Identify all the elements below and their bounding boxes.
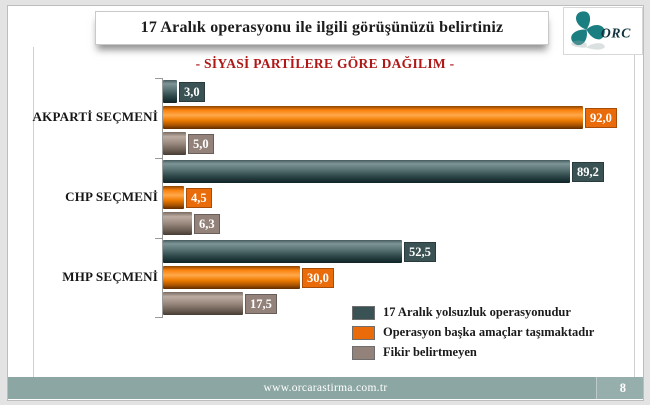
value-chip: 17,5: [245, 294, 277, 314]
value-chip: 3,0: [179, 82, 205, 102]
value-chip: 92,0: [585, 108, 617, 128]
value-chip: 52,5: [404, 242, 436, 262]
value-chip: 89,2: [572, 162, 604, 182]
value-chip: 6,3: [194, 214, 220, 234]
chart-subtitle: - SİYASİ PARTİLERE GÖRE DAĞILIM -: [195, 56, 455, 71]
legend-swatch-tan: [352, 345, 375, 360]
page-number: 8: [619, 380, 626, 395]
axis-tick: [155, 317, 162, 318]
axis-tick: [155, 158, 162, 159]
bar-segment: [163, 160, 570, 183]
footer-url: www.orcarastirma.com.tr: [263, 382, 388, 394]
orc-logo: ORC: [563, 7, 643, 55]
left-frame-line: [33, 47, 34, 377]
axis-tick: [155, 78, 162, 79]
value-chip: 5,0: [188, 134, 214, 154]
bar-segment: [163, 80, 177, 103]
bar-segment: [163, 106, 583, 129]
bar-segment: [163, 240, 402, 263]
legend-item-orange: Operasyon başka amaçlar taşımaktadır: [352, 325, 595, 340]
page-title: 17 Aralık operasyonu ile ilgili görüşünü…: [140, 19, 504, 36]
legend-item-tan: Fikir belirtmeyen: [352, 345, 594, 360]
right-frame-line: [634, 47, 635, 377]
legend-item-teal: 17 Aralık yolsuzluk operasyonudur: [352, 305, 594, 320]
legend-label: Operasyon başka amaçlar taşımaktadır: [383, 325, 595, 339]
chart-legend: 17 Aralık yolsuzluk operasyonudur Operas…: [352, 305, 595, 366]
legend-label: 17 Aralık yolsuzluk operasyonudur: [383, 305, 571, 319]
category-label: MHP SEÇMENİ: [62, 269, 158, 284]
footer-bar: www.orcarastirma.com.tr 8: [8, 377, 643, 399]
orc-logo-text: ORC: [601, 25, 631, 40]
value-chip: 4,5: [186, 188, 212, 208]
value-chip: 30,0: [302, 268, 334, 288]
slide-background: [7, 5, 644, 401]
legend-label: Fikir belirtmeyen: [383, 345, 477, 359]
bar-segment: [163, 292, 243, 315]
title-box: 17 Aralık operasyonu ile ilgili görüşünü…: [95, 11, 549, 45]
bar-segment: [163, 212, 192, 235]
category-axis-line: [162, 78, 163, 318]
legend-swatch-teal: [352, 305, 375, 320]
orc-logo-icon: ORC: [571, 11, 631, 50]
legend-swatch-orange: [352, 325, 375, 340]
bar-segment: [163, 266, 300, 289]
bar-segment: [163, 186, 184, 209]
bar-segment: [163, 132, 186, 155]
axis-tick: [155, 238, 162, 239]
category-label: AKPARTİ SEÇMENİ: [32, 109, 158, 124]
category-label: CHP SEÇMENİ: [65, 189, 158, 204]
